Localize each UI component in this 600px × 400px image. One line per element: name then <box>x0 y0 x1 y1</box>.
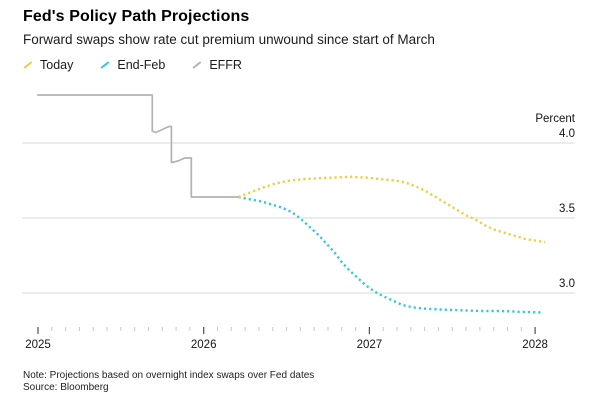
chart-legend: Today End-Feb EFFR <box>23 58 242 72</box>
series-line-effr <box>37 94 239 198</box>
legend-item-today: Today <box>23 58 73 72</box>
y-axis-tick-label: 3.0 <box>559 278 575 290</box>
series-line-today <box>238 175 546 244</box>
legend-item-effr: EFFR <box>192 58 242 72</box>
legend-label-end-feb: End-Feb <box>117 58 166 72</box>
series-line-end-feb <box>238 195 544 314</box>
x-axis-tick-label: 2027 <box>357 339 383 351</box>
end-feb-series-swatch-icon <box>100 60 111 70</box>
chart-subtitle: Forward swaps show rate cut premium unwo… <box>23 32 435 47</box>
x-axis-tick-label: 2025 <box>25 339 51 351</box>
chart-footnotes: Note: Projections based on overnight ind… <box>23 370 314 394</box>
effr-series-swatch-icon <box>192 60 202 70</box>
x-axis-tick-label: 2028 <box>522 339 548 351</box>
today-series-swatch-icon <box>23 60 33 70</box>
y-axis-unit-label: Percent <box>535 113 575 125</box>
x-axis-tick-label: 2026 <box>191 339 217 351</box>
legend-label-today: Today <box>40 58 74 72</box>
note-text: Note: Projections based on overnight ind… <box>23 370 315 381</box>
legend-item-end-feb: End-Feb <box>100 58 165 72</box>
y-axis-tick-label: 3.5 <box>559 203 575 215</box>
source-text: Source: Bloomberg <box>23 382 109 393</box>
legend-label-effr: EFFR <box>209 58 242 72</box>
y-axis-tick-label: 4.0 <box>559 128 575 140</box>
page-title: Fed's Policy Path Projections <box>23 8 250 25</box>
